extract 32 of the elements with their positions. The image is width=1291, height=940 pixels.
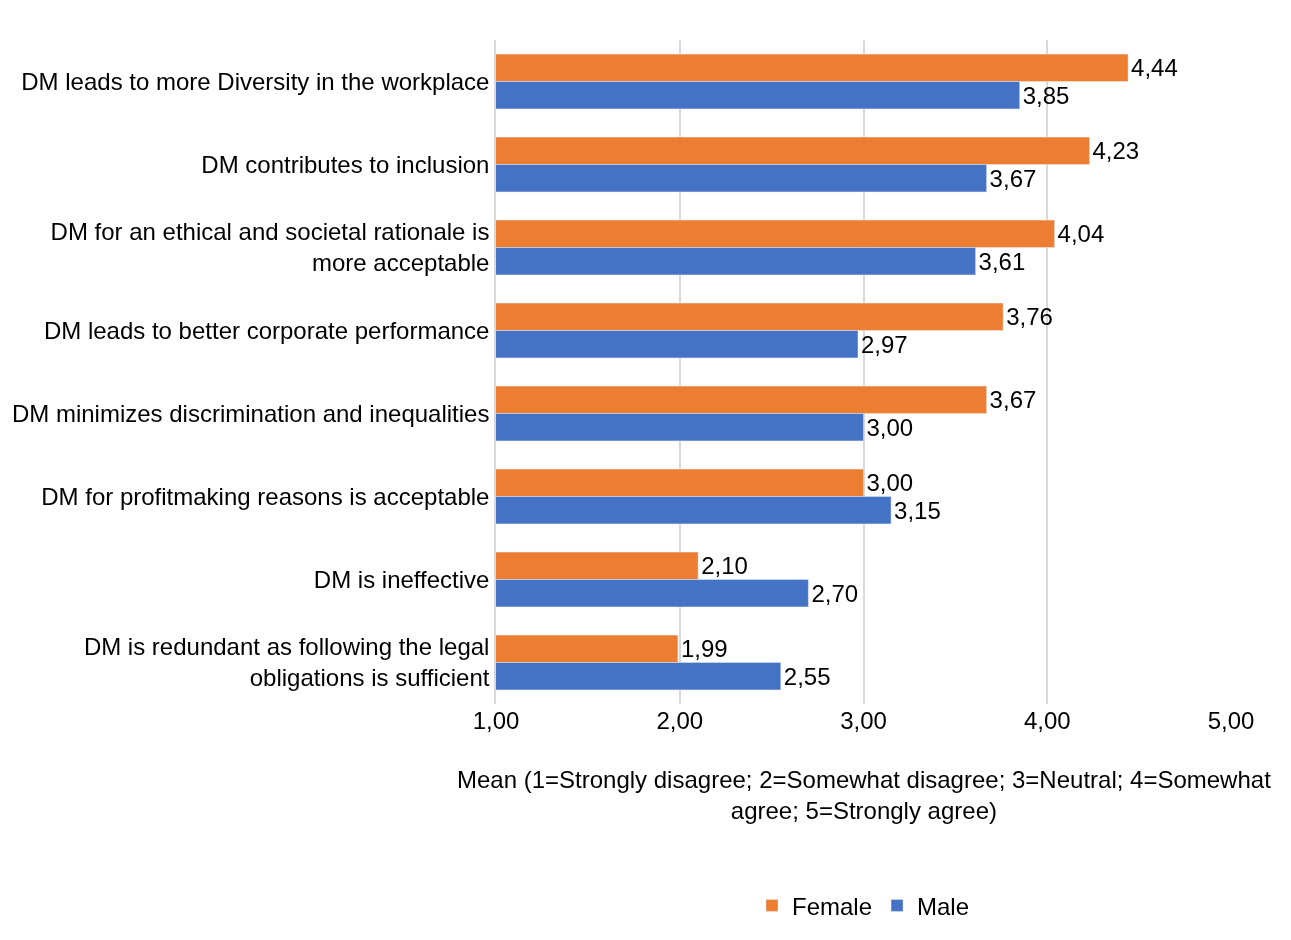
data-label: 2,55 [783,662,831,690]
data-label: 2,97 [860,330,908,358]
x-tick-label: 3,00 [840,707,887,734]
data-label: 3,67 [989,164,1037,192]
data-label: 3,00 [866,413,914,441]
data-label: 3,76 [1006,303,1053,331]
data-label: 1,99 [680,635,728,663]
y-tick-label: DM leads to more Diversity in the workplace [21,67,490,95]
x-axis-title: Mean (1=Strongly disagree; 2=Somewhat disagree; 3=Neutral; 4=Somewhat agree; 5=Strongly agree) [457,766,1272,825]
x-tick-label: 5,00 [1207,707,1255,734]
data-label: 2,10 [701,552,748,580]
x-tick-label: 4,00 [1023,707,1071,734]
x-tick-label: 1,00 [472,707,520,734]
data-label: 4,04 [1057,220,1105,248]
y-tick-label: DM minimizes discrimination and inequalities [11,399,490,427]
data-label: 3,67 [989,386,1037,414]
data-label: 2,70 [811,579,859,607]
data-label: 3,61 [978,247,1026,275]
x-tick-label: 2,00 [656,707,704,734]
y-tick-label: DM for an ethical and societal rationale is more acceptable [50,218,490,277]
y-tick-label: DM is redundant as following the legal obligations is sufficient [83,633,490,692]
legend-label: Female [792,892,873,920]
legend-label: Male [917,892,970,920]
data-label: 3,00 [866,469,914,497]
y-tick-label: DM is ineffective [313,565,490,593]
data-label: 4,44 [1131,54,1178,82]
y-tick-label: DM for profitmaking reasons is acceptable [41,482,490,510]
y-tick-label: DM leads to better corporate performance [43,316,490,344]
y-tick-label: DM contributes to inclusion [201,150,490,178]
data-label: 4,23 [1092,137,1140,165]
data-label: 3,85 [1022,81,1070,109]
data-label: 3,15 [894,496,941,524]
